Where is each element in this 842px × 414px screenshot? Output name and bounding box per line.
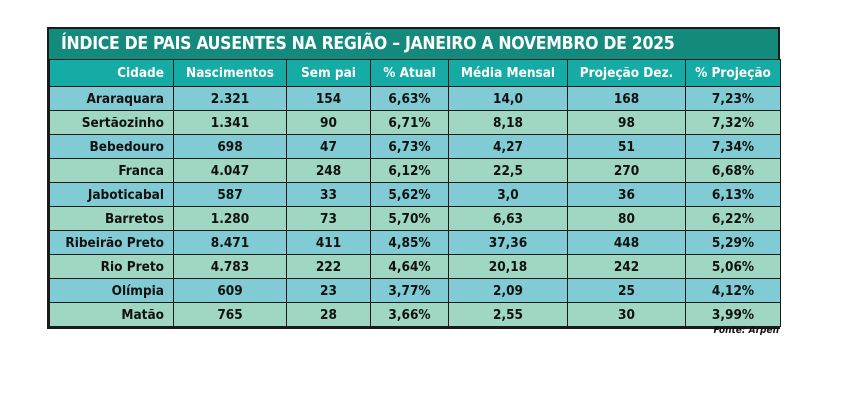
value-cell: 5,06% <box>685 254 781 279</box>
value-cell: 4,27 <box>448 134 568 159</box>
value-cell: 6,71% <box>370 110 449 135</box>
value-cell: 30 <box>567 302 686 327</box>
value-cell: 36 <box>567 182 686 207</box>
city-cell: Olímpia <box>49 278 174 303</box>
header-row: Cidade Nascimentos Sem pai% Atual Média Men… <box>49 59 781 87</box>
table-row: Jaboticabal 587 33 5,62% 3,0 36 6,13% <box>49 182 781 207</box>
value-cell: 22,5 <box>448 158 568 183</box>
value-cell: 6,63% <box>370 86 449 111</box>
value-cell: 3,77% <box>370 278 449 303</box>
value-cell: 2,09 <box>448 278 568 303</box>
city-cell: Jaboticabal <box>49 182 174 207</box>
value-cell: 33 <box>286 182 371 207</box>
value-cell: 587 <box>173 182 287 207</box>
value-cell: 8,18 <box>448 110 568 135</box>
city-cell: Araraquara <box>49 86 174 111</box>
city-cell: Rio Preto <box>49 254 174 279</box>
city-cell: Matão <box>49 302 174 327</box>
value-cell: 4,64% <box>370 254 449 279</box>
value-cell: 14,0 <box>448 86 568 111</box>
value-cell: 2,55 <box>448 302 568 327</box>
value-cell: 51 <box>567 134 686 159</box>
city-cell: Barretos <box>49 206 174 231</box>
table-row: Bebedouro 698 47 6,73% 4,27 51 7,34% <box>49 134 781 159</box>
value-cell: 4.783 <box>173 254 287 279</box>
value-cell: 154 <box>286 86 371 111</box>
city-cell: Bebedouro <box>49 134 174 159</box>
city-cell: Sertãozinho <box>49 110 174 135</box>
value-cell: 5,70% <box>370 206 449 231</box>
value-cell: 270 <box>567 158 686 183</box>
value-cell: 5,29% <box>685 230 781 255</box>
value-cell: 20,18 <box>448 254 568 279</box>
value-cell: 6,73% <box>370 134 449 159</box>
value-cell: 6,63 <box>448 206 568 231</box>
column-header: % Atual <box>370 59 449 87</box>
value-cell: 90 <box>286 110 371 135</box>
value-cell: 4,12% <box>685 278 781 303</box>
table-title: ÍNDICE DE PAIS AUSENTES NA REGIÃO – JANE… <box>49 29 778 59</box>
value-cell: 37,36 <box>448 230 568 255</box>
value-cell: 4.047 <box>173 158 287 183</box>
table-row: Franca 4.047 248 6,12% 22,5 270 6,68% <box>49 158 781 183</box>
value-cell: 1.280 <box>173 206 287 231</box>
source-note: Fonte: Arpen <box>713 325 779 336</box>
column-header: Sem pai <box>286 59 371 87</box>
column-header: % Projeção <box>685 59 781 87</box>
value-cell: 4,85% <box>370 230 449 255</box>
value-cell: 7,23% <box>685 86 781 111</box>
value-cell: 448 <box>567 230 686 255</box>
value-cell: 73 <box>286 206 371 231</box>
value-cell: 2.321 <box>173 86 287 111</box>
value-cell: 7,32% <box>685 110 781 135</box>
value-cell: 3,66% <box>370 302 449 327</box>
value-cell: 6,12% <box>370 158 449 183</box>
value-cell: 6,13% <box>685 182 781 207</box>
value-cell: 222 <box>286 254 371 279</box>
table-row: Sertãozinho 1.341 90 6,71% 8,18 98 7,32% <box>49 110 781 135</box>
table-row: Ribeirão Preto 8.471 411 4,85% 37,36 448 5,29% <box>49 230 781 255</box>
value-cell: 242 <box>567 254 686 279</box>
value-cell: 6,22% <box>685 206 781 231</box>
data-table: Cidade Nascimentos Sem pai% Atual Média Men… <box>49 59 781 327</box>
table-row: Olímpia 609 23 3,77% 2,09 25 4,12% <box>49 278 781 303</box>
value-cell: 80 <box>567 206 686 231</box>
value-cell: 5,62% <box>370 182 449 207</box>
column-header: Cidade <box>49 59 174 87</box>
value-cell: 25 <box>567 278 686 303</box>
value-cell: 47 <box>286 134 371 159</box>
table-row: Rio Preto 4.783 222 4,64% 20,18 242 5,06% <box>49 254 781 279</box>
value-cell: 3,0 <box>448 182 568 207</box>
value-cell: 23 <box>286 278 371 303</box>
column-header: Nascimentos <box>173 59 287 87</box>
city-cell: Franca <box>49 158 174 183</box>
value-cell: 765 <box>173 302 287 327</box>
value-cell: 8.471 <box>173 230 287 255</box>
value-cell: 3,99% <box>685 302 781 327</box>
data-table-panel: ÍNDICE DE PAIS AUSENTES NA REGIÃO – JANE… <box>47 27 781 329</box>
value-cell: 248 <box>286 158 371 183</box>
table-row: Barretos 1.280 73 5,70% 6,63 80 6,22% <box>49 206 781 231</box>
table-row: Araraquara 2.321 154 6,63% 14,0 168 7,23% <box>49 86 781 111</box>
table-row: Matão 765 28 3,66% 2,55 30 3,99% <box>49 302 781 327</box>
value-cell: 698 <box>173 134 287 159</box>
value-cell: 1.341 <box>173 110 287 135</box>
value-cell: 28 <box>286 302 371 327</box>
value-cell: 6,68% <box>685 158 781 183</box>
city-cell: Ribeirão Preto <box>49 230 174 255</box>
value-cell: 411 <box>286 230 371 255</box>
column-header: Projeção Dez. <box>567 59 686 87</box>
column-header: Média Mensal <box>448 59 568 87</box>
value-cell: 7,34% <box>685 134 781 159</box>
value-cell: 168 <box>567 86 686 111</box>
value-cell: 609 <box>173 278 287 303</box>
value-cell: 98 <box>567 110 686 135</box>
